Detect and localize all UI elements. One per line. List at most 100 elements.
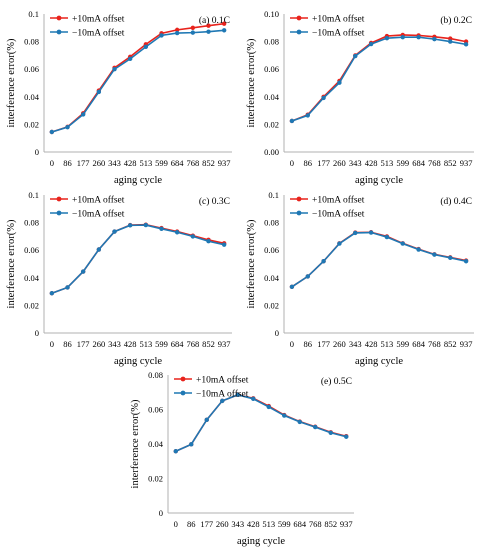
data-point (221, 242, 227, 247)
data-point (189, 442, 194, 447)
series-line-minus10ma (175, 394, 347, 452)
x-tick-label: 0 (290, 339, 294, 349)
data-point (463, 259, 469, 264)
data-point (174, 30, 180, 36)
x-tick-label: 684 (293, 519, 307, 529)
series-line-minus10ma (51, 29, 225, 133)
x-tick-label: 768 (186, 158, 199, 168)
x-tick-label: 0 (50, 158, 54, 168)
data-point (305, 113, 310, 118)
x-tick-label: 0 (50, 339, 54, 349)
panel-label: (a) 0.1C (199, 15, 230, 26)
panel-label: (b) 0.2C (440, 15, 472, 26)
series-line-minus10ma (291, 231, 467, 288)
data-point (159, 33, 164, 38)
data-point (448, 36, 453, 41)
y-tick-label: 0.06 (264, 245, 279, 255)
x-tick-label: 513 (381, 158, 394, 168)
data-point (432, 36, 437, 42)
data-point (127, 56, 133, 62)
y-tick-label: 0.06 (24, 64, 39, 74)
legend-entry: +10mA offset (312, 14, 365, 25)
y-tick-label: 0.08 (264, 37, 279, 47)
x-tick-label: 937 (218, 158, 231, 168)
legend-entry: +10mA offset (312, 195, 365, 206)
series-line-plus10ma (51, 223, 225, 295)
data-point (96, 89, 102, 95)
x-tick-label: 428 (247, 519, 260, 529)
chart-panel-4: 0 0.02 0.04 0.06 0.08 0.1 0 86 177 260 343 428 513 59… (246, 190, 474, 367)
data-point (80, 112, 86, 117)
data-point (235, 392, 240, 398)
data-point (173, 449, 178, 454)
y-tick-label: 0.02 (264, 119, 279, 129)
data-point (400, 241, 405, 246)
x-tick-label: 684 (171, 158, 185, 168)
data-point (174, 230, 180, 235)
x-tick-label: 428 (365, 339, 378, 349)
x-tick-label: 428 (124, 339, 137, 349)
data-point (190, 234, 196, 239)
x-tick-label: 86 (304, 339, 313, 349)
y-axis-label: interference error(%) (246, 219, 257, 308)
y-tick-label: 0.00 (264, 147, 279, 157)
x-tick-label: 86 (304, 158, 313, 168)
y-tick-label: 0.06 (148, 405, 163, 415)
chart-panel-3: 0 0.02 0.04 0.06 0.08 0.1 0 86 177 260 343 428 513 59… (6, 190, 232, 367)
data-point (313, 424, 318, 430)
series-line-plus10ma (291, 34, 467, 122)
data-point (65, 285, 70, 290)
x-tick-label: 177 (77, 339, 90, 349)
x-tick-label: 852 (202, 158, 215, 168)
x-axis-label: aging cycle (355, 175, 403, 186)
x-tick-label: 599 (396, 158, 409, 168)
legend-swatch-marker (180, 390, 186, 396)
y-tick-label: 0.08 (148, 370, 163, 380)
data-point (321, 95, 326, 101)
data-point (337, 241, 342, 246)
x-tick-label: 428 (124, 158, 137, 168)
data-point (143, 222, 149, 228)
legend-entry: −10mA offset (312, 209, 365, 220)
legend-entry: −10mA offset (72, 28, 125, 39)
data-point (384, 35, 390, 41)
panel-label: (e) 0.5C (321, 376, 352, 387)
data-point (289, 118, 295, 124)
data-point (416, 34, 421, 40)
data-point (321, 259, 326, 264)
x-tick-label: 513 (381, 339, 394, 349)
x-axis-label: aging cycle (114, 175, 162, 186)
data-point (416, 247, 421, 252)
x-tick-label: 768 (428, 158, 441, 168)
data-point (206, 23, 211, 28)
legend-entry: −10mA offset (72, 209, 125, 220)
data-point (220, 398, 225, 404)
x-tick-label: 599 (396, 339, 409, 349)
data-point (266, 404, 271, 410)
data-point (344, 434, 349, 439)
data-point (49, 129, 55, 135)
y-tick-label: 0.1 (268, 190, 279, 200)
data-point (305, 274, 310, 279)
data-point (143, 44, 149, 50)
y-axis-label: interference error(%) (6, 219, 17, 308)
y-tick-label: 0.08 (24, 37, 39, 47)
data-point (282, 413, 287, 418)
y-axis-label: interference error(%) (246, 38, 257, 127)
data-point (206, 239, 211, 244)
series-line-plus10ma (291, 231, 467, 288)
data-point (96, 247, 102, 252)
x-tick-label: 260 (333, 158, 346, 168)
data-point (251, 396, 256, 402)
x-tick-label: 852 (444, 158, 457, 168)
x-tick-label: 768 (309, 519, 322, 529)
y-tick-label: 0.08 (264, 218, 279, 228)
y-tick-label: 0.02 (24, 300, 39, 310)
legend-swatch-marker (56, 15, 62, 21)
data-point (204, 417, 209, 423)
x-axis-label: aging cycle (355, 356, 403, 367)
x-tick-label: 260 (216, 519, 229, 529)
data-point (400, 34, 405, 40)
data-point (432, 252, 437, 257)
